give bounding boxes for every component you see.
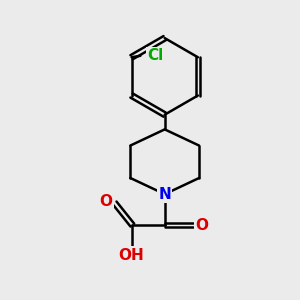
Text: OH: OH xyxy=(118,248,144,262)
Text: Cl: Cl xyxy=(147,48,164,63)
Text: O: O xyxy=(99,194,112,209)
Text: N: N xyxy=(158,187,171,202)
Text: O: O xyxy=(196,218,208,232)
